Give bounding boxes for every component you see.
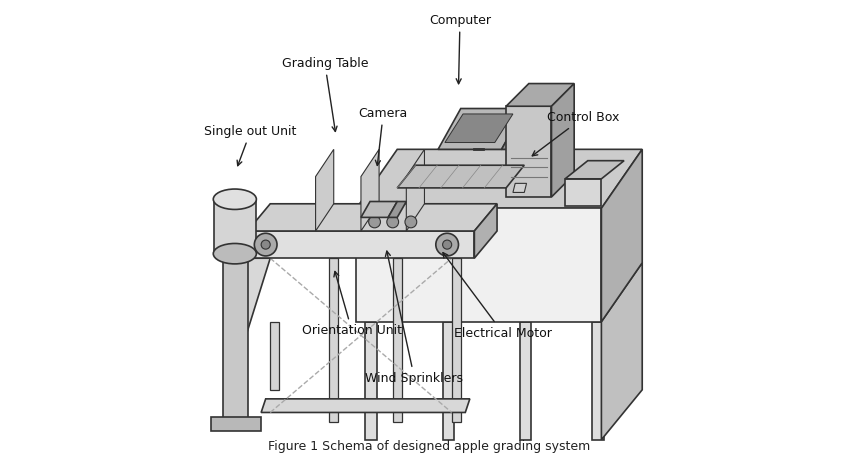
Polygon shape (356, 208, 601, 322)
Polygon shape (361, 149, 379, 231)
Polygon shape (361, 201, 397, 218)
Text: Grading Table: Grading Table (281, 57, 368, 132)
Polygon shape (222, 254, 248, 421)
Polygon shape (397, 165, 524, 188)
Polygon shape (270, 322, 280, 390)
Polygon shape (366, 322, 377, 440)
Circle shape (387, 216, 399, 228)
Text: Electrical Motor: Electrical Motor (443, 253, 552, 340)
Text: Wind Sprinklers: Wind Sprinklers (366, 251, 463, 385)
Polygon shape (214, 199, 257, 254)
Text: Control Box: Control Box (532, 111, 619, 156)
Text: Camera: Camera (359, 107, 408, 165)
Polygon shape (393, 258, 402, 421)
Circle shape (436, 233, 458, 256)
Circle shape (369, 216, 380, 228)
Text: Orientation Unit: Orientation Unit (302, 272, 402, 337)
Polygon shape (445, 114, 513, 143)
Polygon shape (407, 149, 425, 231)
Polygon shape (388, 201, 407, 218)
Polygon shape (601, 149, 643, 322)
Polygon shape (211, 417, 261, 431)
Circle shape (443, 240, 451, 249)
Polygon shape (506, 106, 552, 197)
Polygon shape (443, 322, 454, 440)
Polygon shape (502, 109, 547, 149)
Polygon shape (356, 149, 643, 208)
Text: Figure 1 Schema of designed apple grading system: Figure 1 Schema of designed apple gradin… (268, 440, 590, 453)
Polygon shape (513, 183, 527, 193)
Ellipse shape (214, 243, 257, 264)
Polygon shape (565, 179, 601, 206)
Polygon shape (261, 399, 470, 413)
Text: Single out Unit: Single out Unit (204, 125, 297, 166)
Polygon shape (451, 258, 461, 421)
Text: Computer: Computer (429, 13, 491, 84)
Ellipse shape (214, 189, 257, 209)
Circle shape (254, 233, 277, 256)
Polygon shape (316, 149, 334, 231)
Polygon shape (592, 322, 604, 440)
Polygon shape (601, 263, 643, 440)
Polygon shape (520, 322, 531, 440)
Polygon shape (225, 258, 270, 331)
Polygon shape (248, 231, 474, 258)
Polygon shape (329, 258, 338, 421)
Polygon shape (438, 109, 524, 149)
Polygon shape (565, 161, 624, 179)
Circle shape (261, 240, 270, 249)
Polygon shape (506, 84, 574, 106)
Polygon shape (552, 84, 574, 197)
Polygon shape (474, 204, 497, 258)
Polygon shape (248, 204, 497, 231)
Circle shape (405, 216, 417, 228)
